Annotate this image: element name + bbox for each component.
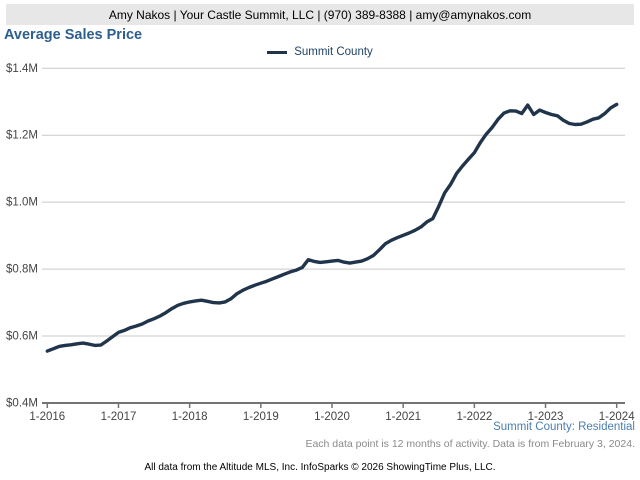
y-tick-label: $0.6M [6, 331, 38, 343]
x-tick-label: 1-2016 [29, 411, 65, 420]
page-title: Average Sales Price [4, 27, 143, 43]
header-bar: Amy Nakos | Your Castle Summit, LLC | (9… [6, 4, 634, 25]
y-tick-label: $1.4M [6, 63, 38, 75]
average-sales-price-chart: $0.4M $0.6M $0.8M $1.0M $1.2M $1.4M 1-2016 1-20… [0, 60, 640, 423]
data-date-note: Each data point is 12 months of activity… [305, 438, 635, 450]
y-tick-label: $1.2M [6, 130, 38, 142]
header-contact-text: Amy Nakos | Your Castle Summit, LLC | (9… [108, 7, 532, 22]
x-tick-label: 1-2019 [243, 411, 279, 420]
attribution-footer: All data from the Altitude MLS, Inc. Inf… [144, 462, 496, 473]
chart-legend: Summit County [0, 46, 640, 58]
price-line [45, 102, 619, 353]
y-tick-label: $0.8M [6, 264, 38, 276]
series-descriptor: Summit County: Residential [493, 421, 635, 433]
x-tick-label: 1-2017 [101, 411, 137, 420]
y-tick-label: $0.4M [6, 398, 38, 410]
legend-line-swatch [267, 50, 288, 54]
legend-series-label: Summit County [294, 46, 373, 58]
chart-canvas: $0.4M $0.6M $0.8M $1.0M $1.2M $1.4M 1-2016 1-20… [6, 63, 635, 423]
y-tick-label: $1.0M [6, 197, 38, 209]
chart-footnotes: Summit County: Residential Each data poi… [305, 419, 635, 452]
x-tick-label: 1-2018 [172, 411, 208, 420]
